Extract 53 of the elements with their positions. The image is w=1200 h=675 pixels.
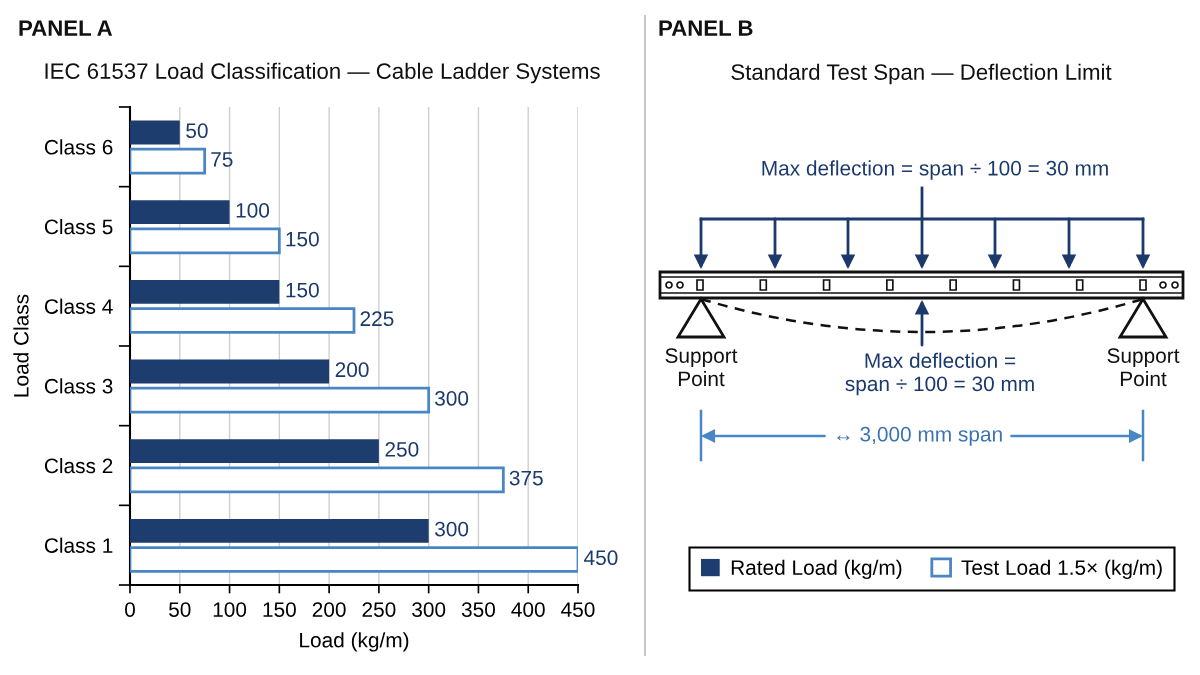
y-tick-label: Class 3 — [44, 378, 113, 394]
legend-label: Rated Load (kg/m) — [731, 559, 902, 580]
x-tick-label: 400 — [511, 602, 545, 617]
data-label: 375 — [509, 470, 543, 486]
text: PANEL A — [19, 20, 113, 36]
bar — [130, 307, 356, 334]
data-label: 100 — [236, 203, 270, 218]
bar — [130, 279, 280, 304]
bar — [130, 200, 230, 225]
y-tick-label: Class 6 — [44, 139, 113, 155]
x-tick-label: 200 — [312, 602, 346, 617]
chart-title: IEC 61537 Load Classification — Cable Ladder Systems — [45, 62, 600, 84]
y-tick-label: Class 2 — [44, 457, 113, 474]
x-tick-label: 300 — [412, 602, 446, 617]
y-axis-title: Load Class — [13, 294, 29, 397]
text: Support Point — [1107, 348, 1180, 387]
x-tick-label: 450 — [561, 602, 595, 617]
data-label: 300 — [435, 391, 469, 406]
x-tick-label: 150 — [263, 602, 296, 617]
bar — [130, 386, 431, 414]
bar — [130, 359, 330, 384]
y-tick-label: Class 4 — [44, 298, 113, 314]
bar — [130, 120, 180, 145]
data-label: 50 — [186, 123, 208, 139]
bar — [130, 147, 207, 175]
text: Max deflection = span ÷ 100 = 30 mm — [845, 352, 1034, 396]
text: ↔ 3,000 mm span — [837, 426, 1002, 446]
x-axis-title: Load (kg/m) — [300, 632, 409, 652]
bar — [130, 466, 505, 494]
data-label: 150 — [286, 231, 319, 247]
bar — [130, 518, 429, 543]
x-tick-label: 100 — [213, 602, 247, 617]
data-label: 300 — [435, 521, 469, 537]
y-tick-label: Class 1 — [44, 537, 113, 553]
bar — [130, 227, 281, 255]
data-label: 250 — [385, 442, 419, 457]
data-label: 200 — [335, 362, 369, 378]
bar — [130, 439, 379, 464]
text: PANEL B — [659, 20, 753, 36]
y-tick-label: Class 5 — [44, 218, 113, 235]
data-label: 75 — [211, 152, 233, 167]
x-tick-label: 350 — [461, 602, 496, 617]
text: Standard Test Span — Deflection Limit — [731, 63, 1112, 85]
data-label: 150 — [286, 282, 319, 298]
text: Max deflection = span ÷ 100 = 30 mm — [762, 160, 1108, 180]
data-label: 225 — [360, 311, 394, 327]
text: Support Point — [665, 348, 738, 387]
data-label: 450 — [584, 550, 618, 566]
x-tick-label: 50 — [169, 602, 191, 617]
x-tick-label: 0 — [125, 602, 135, 617]
legend-label: Test Load 1.5× (kg/m) — [961, 559, 1162, 580]
x-tick-label: 250 — [362, 602, 396, 617]
bar — [130, 546, 578, 573]
